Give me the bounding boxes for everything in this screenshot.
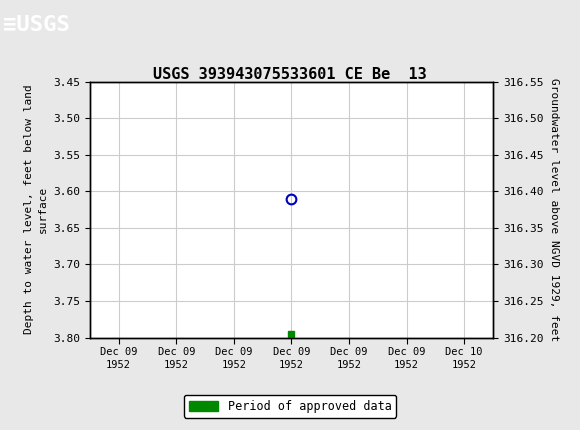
Y-axis label: Groundwater level above NGVD 1929, feet: Groundwater level above NGVD 1929, feet bbox=[549, 78, 559, 341]
Text: ≡USGS: ≡USGS bbox=[3, 15, 70, 35]
Text: USGS 393943075533601 CE Be  13: USGS 393943075533601 CE Be 13 bbox=[153, 67, 427, 82]
Y-axis label: Depth to water level, feet below land
surface: Depth to water level, feet below land su… bbox=[24, 85, 48, 335]
Legend: Period of approved data: Period of approved data bbox=[184, 395, 396, 418]
